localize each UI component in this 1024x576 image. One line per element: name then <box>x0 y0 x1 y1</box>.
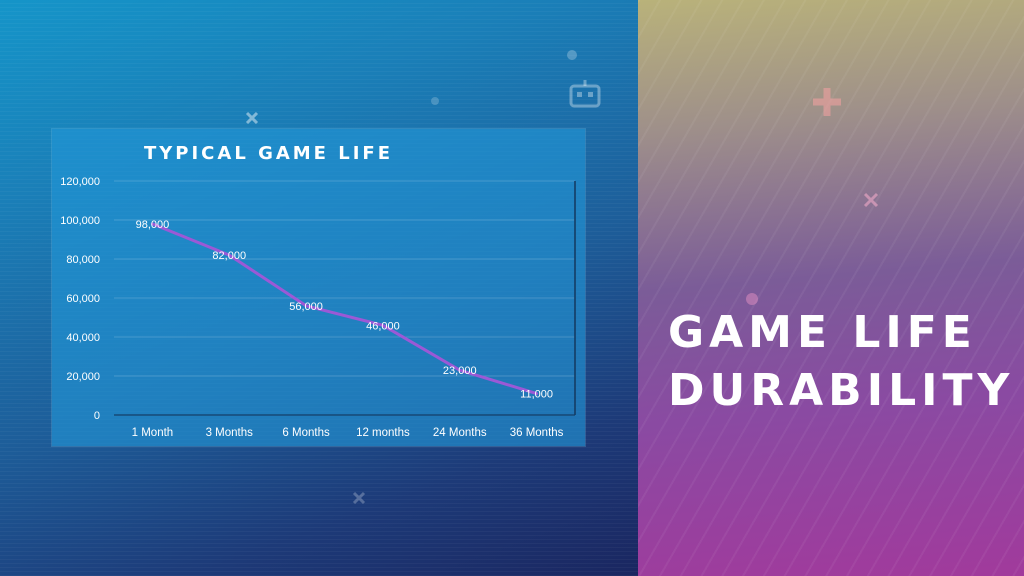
data-label: 56,000 <box>289 301 323 313</box>
x-tick-label: 3 Months <box>206 427 254 439</box>
line-chart: TYPICAL GAME LIFE 0 20,000 40,000 60,000 80,0… <box>60 143 576 439</box>
y-tick-label: 100,000 <box>60 215 100 227</box>
data-label: 46,000 <box>366 320 400 332</box>
y-tick-label: 0 <box>94 410 100 422</box>
x-tick-label: 1 Month <box>132 427 174 439</box>
y-tick-label: 80,000 <box>66 254 100 266</box>
slide-headline: GAME LIFE DURABILITY <box>668 304 1018 420</box>
data-label: 98,000 <box>136 219 170 231</box>
x-tick-label: 36 Months <box>510 427 564 439</box>
right-background-panel <box>638 0 1024 576</box>
data-label: 23,000 <box>443 365 477 377</box>
headline-line-2: DURABILITY <box>668 365 1015 416</box>
y-tick-label: 20,000 <box>66 371 100 383</box>
data-label: 11,000 <box>520 389 553 401</box>
y-tick-label: 120,000 <box>60 176 100 188</box>
y-tick-label: 60,000 <box>66 293 100 305</box>
y-tick-label: 40,000 <box>66 332 100 344</box>
x-tick-label: 6 Months <box>282 427 330 439</box>
headline-line-1: GAME LIFE <box>668 307 977 358</box>
x-tick-label: 12 months <box>356 427 410 439</box>
chart-title: TYPICAL GAME LIFE <box>144 143 393 164</box>
series-line <box>150 222 539 396</box>
chart-container: TYPICAL GAME LIFE 0 20,000 40,000 60,000 80,0… <box>52 129 585 446</box>
data-label: 82,000 <box>212 250 246 262</box>
x-tick-label: 24 Months <box>433 427 487 439</box>
